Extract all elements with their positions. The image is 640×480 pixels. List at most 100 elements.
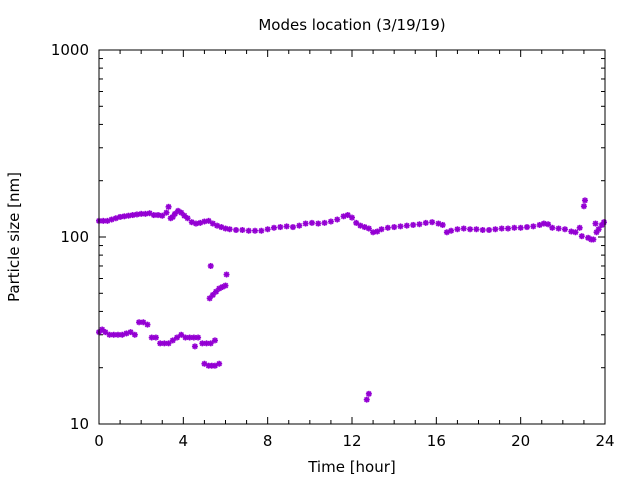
data-point <box>473 226 480 233</box>
data-point <box>216 360 223 367</box>
data-point <box>207 262 214 269</box>
y-tick-label: 10 <box>70 415 89 433</box>
x-tick-label: 12 <box>342 432 361 450</box>
data-point <box>454 226 461 233</box>
x-tick-label: 24 <box>595 432 614 450</box>
data-point <box>152 334 159 341</box>
data-point <box>138 210 145 217</box>
data-point <box>252 227 259 234</box>
data-point <box>349 214 355 221</box>
data-point <box>578 233 585 240</box>
data-point <box>302 220 309 227</box>
y-tick-label: 1000 <box>51 41 89 59</box>
x-axis-label: Time [hour] <box>307 458 396 476</box>
data-point <box>429 219 436 226</box>
y-tick-label: 100 <box>60 228 89 246</box>
data-point <box>289 224 296 231</box>
data-point <box>233 227 240 234</box>
data-point <box>581 197 588 204</box>
data-point <box>378 226 385 233</box>
data-point <box>416 221 423 228</box>
y-axis-label: Particle size [nm] <box>5 172 23 302</box>
data-point <box>190 334 197 341</box>
data-point <box>206 295 213 302</box>
data-point <box>239 227 246 234</box>
data-point <box>492 226 499 233</box>
data-point <box>353 219 360 226</box>
data-point <box>195 334 202 341</box>
data-point <box>530 223 537 230</box>
data-point <box>223 271 230 278</box>
data-point <box>174 334 181 341</box>
data-point <box>467 226 474 233</box>
data-point <box>321 219 328 226</box>
data-point <box>561 226 568 233</box>
data-point <box>222 282 229 289</box>
plot-frame <box>98 49 606 425</box>
data-point <box>283 223 290 230</box>
data-point <box>439 221 446 228</box>
data-point <box>140 319 147 326</box>
data-point <box>315 220 322 227</box>
data-point <box>403 222 410 229</box>
data-point <box>580 203 587 210</box>
data-point <box>211 337 218 344</box>
data-point <box>186 334 193 341</box>
data-point <box>448 227 455 234</box>
data-point <box>208 362 215 369</box>
data-point <box>592 220 599 227</box>
data-point <box>205 217 212 224</box>
x-tick-label: 8 <box>263 432 273 450</box>
data-point <box>334 216 341 223</box>
data-point <box>191 343 198 350</box>
data-point <box>600 219 607 226</box>
data-point <box>127 329 134 336</box>
data-point <box>159 212 166 219</box>
data-point <box>184 215 191 222</box>
chart-title: Modes location (3/19/19) <box>258 16 445 34</box>
data-point <box>171 210 178 217</box>
data-point <box>270 224 277 231</box>
data-point <box>131 331 138 338</box>
data-point <box>165 203 172 210</box>
data-point <box>517 224 524 231</box>
data-point <box>178 331 185 338</box>
data-point <box>422 219 429 226</box>
data-point <box>410 221 417 228</box>
data-point <box>125 212 132 219</box>
x-tick-label: 0 <box>94 432 104 450</box>
data-point <box>365 225 372 232</box>
data-point <box>163 209 170 216</box>
data-point <box>397 223 404 230</box>
x-tick-label: 4 <box>179 432 189 450</box>
data-point <box>486 227 493 234</box>
data-point <box>590 236 597 243</box>
data-point <box>327 218 334 225</box>
data-point <box>207 340 214 347</box>
data-point <box>136 319 143 326</box>
data-point <box>245 227 252 234</box>
data-point <box>102 329 109 336</box>
data-point <box>460 225 467 232</box>
data-point <box>555 225 562 232</box>
data-point <box>226 226 233 233</box>
data-point <box>384 224 391 231</box>
x-tick-label: 20 <box>511 432 530 450</box>
data-point <box>391 224 398 231</box>
data-point <box>595 226 602 233</box>
data-point <box>308 219 315 226</box>
data-point <box>549 224 556 231</box>
data-point <box>523 224 530 231</box>
data-point <box>213 288 220 295</box>
data-point <box>181 212 188 219</box>
data-point <box>363 396 370 403</box>
data-point <box>572 229 579 236</box>
data-point <box>498 225 505 232</box>
data-point <box>479 227 486 234</box>
data-point <box>511 224 518 231</box>
data-point <box>344 212 351 219</box>
data-point <box>169 337 176 344</box>
data-point <box>203 340 210 347</box>
data-point <box>264 226 271 233</box>
